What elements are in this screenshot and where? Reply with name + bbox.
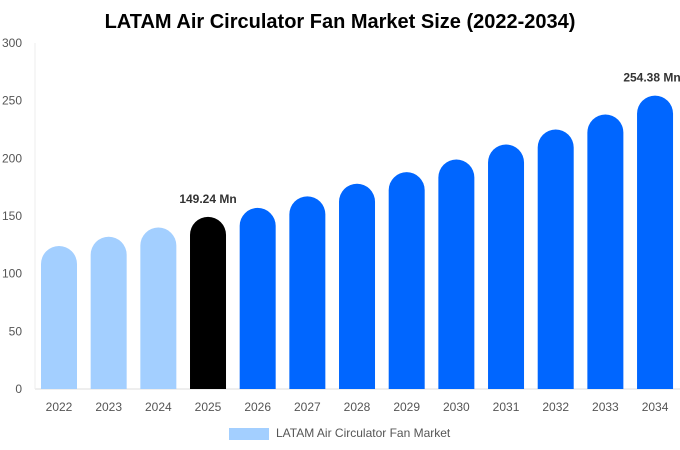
bar-2026[interactable] [239, 207, 276, 389]
y-tick-label: 300 [2, 36, 22, 50]
bar-2031[interactable] [488, 144, 525, 389]
x-tick-label: 2027 [294, 400, 321, 414]
chart-title: LATAM Air Circulator Fan Market Size (20… [105, 11, 576, 33]
bar-2030[interactable] [438, 159, 475, 389]
x-tick-label: 2032 [542, 400, 569, 414]
x-tick-label: 2029 [393, 400, 420, 414]
x-tick-label: 2033 [592, 400, 619, 414]
bar-2022[interactable] [41, 245, 77, 389]
y-tick-label: 0 [15, 382, 22, 396]
bar-2029[interactable] [388, 172, 425, 389]
bar-2025[interactable] [190, 216, 227, 389]
bar-2027[interactable] [289, 196, 326, 389]
bar-2032[interactable] [537, 129, 574, 390]
data-label: 254.38 Mn [623, 71, 680, 85]
x-tick-label: 2034 [642, 400, 669, 414]
x-tick-label: 2028 [344, 400, 371, 414]
x-tick-label: 2024 [145, 400, 172, 414]
legend-swatch [229, 428, 269, 440]
bar-2023[interactable] [90, 236, 127, 389]
x-tick-label: 2030 [443, 400, 470, 414]
y-tick-label: 50 [9, 324, 23, 338]
x-tick-label: 2026 [244, 400, 271, 414]
data-label: 149.24 Mn [179, 192, 236, 206]
bar-2028[interactable] [339, 183, 376, 389]
legend[interactable]: LATAM Air Circulator Fan Market [229, 426, 451, 440]
bar-2034[interactable] [637, 95, 674, 390]
y-tick-label: 250 [2, 94, 22, 108]
bar-2033[interactable] [587, 114, 624, 390]
legend-label: LATAM Air Circulator Fan Market [276, 426, 451, 440]
x-tick-label: 2023 [95, 400, 122, 414]
bar-2024[interactable] [140, 227, 177, 389]
x-tick-label: 2025 [195, 400, 222, 414]
x-tick-label: 2031 [493, 400, 520, 414]
x-tick-label: 2022 [46, 400, 73, 414]
y-tick-label: 100 [2, 267, 22, 281]
y-tick-label: 200 [2, 151, 22, 165]
y-tick-label: 150 [2, 209, 22, 223]
